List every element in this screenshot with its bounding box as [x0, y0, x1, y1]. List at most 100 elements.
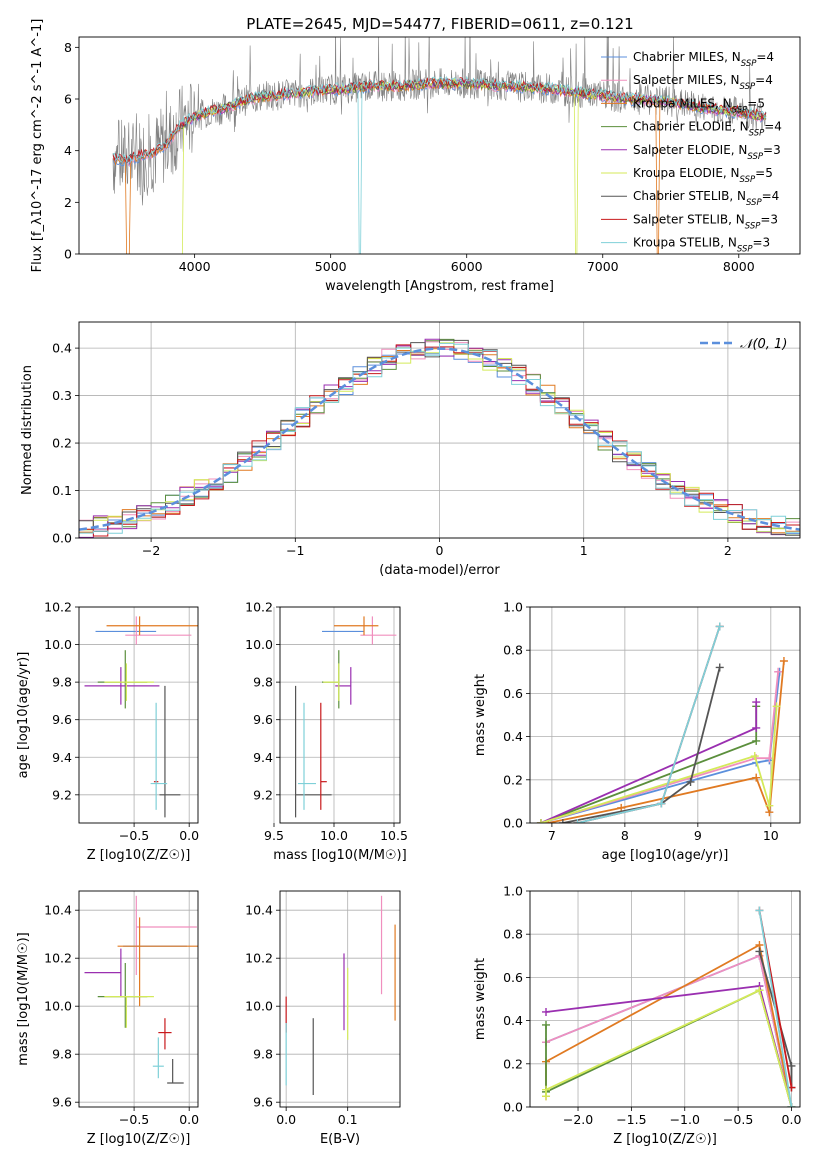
weight-marker-kroupa_miles — [779, 657, 788, 665]
y-tick-label: 10.2 — [44, 951, 72, 966]
axes-frame — [78, 890, 199, 1108]
x-tick-label: 9.5 — [264, 828, 284, 843]
x-tick-label: 6000 — [451, 259, 483, 274]
y-tick-label: 9.6 — [253, 1095, 273, 1110]
model-spectrum-chabrier_elodie — [180, 79, 767, 130]
y-tick-label: 0.2 — [503, 1056, 523, 1071]
weight-marker-chabrier_stelib — [755, 947, 764, 956]
x-axis-label: wavelength [Angstrom, rest frame] — [325, 279, 554, 294]
x-axis-label: (data-model)/error — [379, 563, 500, 578]
y-tick-label: 4 — [64, 143, 72, 158]
y-tick-label: 0.8 — [503, 927, 523, 942]
x-tick-label: 8 — [621, 828, 629, 843]
weight-line-kroupa_miles — [548, 660, 785, 823]
panel-spectrum: 4000 5000 6000 7000 8000 0 2 4 6 8 wavelength [Ang… — [30, 19, 801, 294]
x-tick-label: 0.0 — [782, 1112, 802, 1127]
legend-label-chabrier_elodie: Chabrier ELODIE, NSSP=4 — [633, 120, 782, 139]
axes-frame — [78, 321, 801, 539]
legend-label-salpeter_elodie: Salpeter ELODIE, NSSP=3 — [633, 143, 781, 162]
weight-lines — [536, 622, 788, 823]
weight-marker-salpeter_elodie — [752, 698, 761, 707]
panel-mass-vs-EBV: 0.0 0.1 9.6 9.8 10.0 10.2 10.4 E(B-V) — [245, 890, 401, 1147]
y-tick-label: 10.0 — [44, 999, 72, 1014]
y-tick-label: 0.2 — [503, 772, 523, 787]
axes-frame — [78, 606, 199, 824]
weight-marker-chabrier_stelib — [558, 819, 567, 823]
y-tick-label: 0.4 — [503, 1013, 523, 1028]
x-tick-label: −1.0 — [670, 1112, 700, 1127]
weight-line-chabrier_miles — [540, 671, 781, 823]
legend-label-normal: 𝒩(0, 1) — [740, 337, 787, 352]
x-tick-label: 5000 — [315, 259, 347, 274]
x-tick-label: 0.1 — [338, 1112, 358, 1127]
weight-line-salpeter_elodie — [545, 985, 793, 1107]
weight-marker-kroupa_stelib — [787, 1103, 796, 1107]
x-tick-label: −0.5 — [119, 828, 149, 843]
x-axis-label: Z [log10(Z/Z☉)] — [613, 1132, 717, 1147]
x-tick-label: 4000 — [179, 259, 211, 274]
x-tick-label: 0.0 — [179, 1112, 199, 1127]
y-axis-label: mass weight — [473, 958, 488, 1040]
weight-marker-kroupa_elodie — [536, 819, 545, 823]
y-tick-label: 0.6 — [503, 970, 523, 985]
panel-age-vs-Z: −0.5 0.0 9.2 9.4 9.6 9.8 10.0 10.2 Z [log10(Z/Z☉… — [16, 600, 199, 864]
weight-marker-kroupa_miles — [617, 803, 626, 812]
y-tick-label: 9.8 — [52, 675, 72, 690]
y-tick-label: 10.0 — [245, 637, 273, 652]
y-tick-label: 10.4 — [245, 903, 273, 918]
legend-label-chabrier_miles: Chabrier MILES, NSSP=4 — [633, 50, 774, 69]
x-tick-label: 10.0 — [320, 828, 348, 843]
weight-marker-chabrier_stelib — [787, 1061, 796, 1070]
y-tick-label: 9.2 — [253, 787, 273, 802]
errorbars — [285, 895, 396, 1095]
histogram-lines — [79, 338, 800, 538]
x-tick-label: 9 — [694, 828, 702, 843]
y-tick-label: 0.4 — [503, 729, 523, 744]
weight-line-chabrier_miles — [545, 954, 793, 1107]
x-axis-label: Z [log10(Z/Z☉)] — [87, 1132, 191, 1147]
x-tick-label: 0 — [436, 543, 444, 558]
errorbars — [84, 895, 198, 1084]
legend-label-chabrier_stelib: Chabrier STELIB, NSSP=4 — [633, 189, 779, 208]
x-axis-label: age [log10(age/yr)] — [602, 848, 729, 863]
y-tick-label: 9.6 — [52, 712, 72, 727]
legend-label-salpeter_stelib: Salpeter STELIB, NSSP=3 — [633, 212, 778, 231]
y-axis-label: Normed distribution — [20, 365, 35, 495]
y-axis-label: age [log10(age/yr)] — [16, 652, 31, 779]
y-tick-label: 0.0 — [503, 1100, 523, 1115]
y-tick-label: 8 — [64, 40, 72, 55]
axes-frame — [279, 606, 401, 824]
y-tick-label: 10.0 — [245, 999, 273, 1014]
weight-lines — [542, 906, 796, 1107]
x-tick-label: 7 — [548, 828, 556, 843]
x-tick-label: 8000 — [723, 259, 755, 274]
spectrum-legend: Chabrier MILES, NSSP=4 Salpeter MILES, NS… — [601, 50, 782, 255]
legend-label-salpeter_miles: Salpeter MILES, NSSP=4 — [633, 73, 773, 92]
x-axis-label: mass [log10(M/M☉)] — [273, 848, 406, 863]
panel-residual-histogram: −2 −1 0 1 2 0.0 0.1 0.2 0.3 0.4 (data-model)/error… — [20, 321, 801, 578]
weight-marker-kroupa_elodie — [765, 801, 774, 810]
weight-marker-kroupa_elodie — [542, 1085, 551, 1094]
y-tick-label: 1.0 — [503, 884, 523, 899]
axes-frame — [529, 890, 801, 1108]
y-tick-label: 9.8 — [253, 1047, 273, 1062]
panel-mass-vs-Z: −0.5 0.0 9.6 9.8 10.0 10.2 10.4 Z [log10(Z/Z☉)]… — [16, 890, 199, 1147]
legend-label-kroupa_elodie: Kroupa ELODIE, NSSP=5 — [633, 166, 773, 185]
weight-marker-chabrier_stelib — [715, 663, 724, 672]
x-tick-label: −2.0 — [563, 1112, 593, 1127]
axes-frame — [279, 890, 401, 1108]
weight-marker-chabrier_stelib — [686, 777, 695, 786]
x-axis-label: E(B-V) — [320, 1132, 360, 1147]
x-tick-label: 7000 — [587, 259, 619, 274]
weight-marker-chabrier_elodie — [542, 1020, 551, 1029]
weight-marker-salpeter_elodie — [542, 1007, 551, 1016]
panel-mass-weight-vs-Z: −2.0 −1.5 −1.0 −0.5 0.0 0.0 0.2 0.4 0.6 0.8 1.0 Z [… — [473, 884, 801, 1148]
figure-title: PLATE=2645, MJD=54477, FIBERID=0611, z=0… — [246, 15, 633, 33]
x-tick-label: −2 — [142, 543, 160, 558]
y-axis-label: mass [log10(M/M☉)] — [16, 932, 31, 1065]
y-tick-label: 0.0 — [503, 816, 523, 831]
y-tick-label: 9.4 — [253, 750, 273, 765]
weight-marker-kroupa_stelib — [715, 622, 724, 631]
weight-marker-salpeter_miles — [774, 667, 783, 676]
